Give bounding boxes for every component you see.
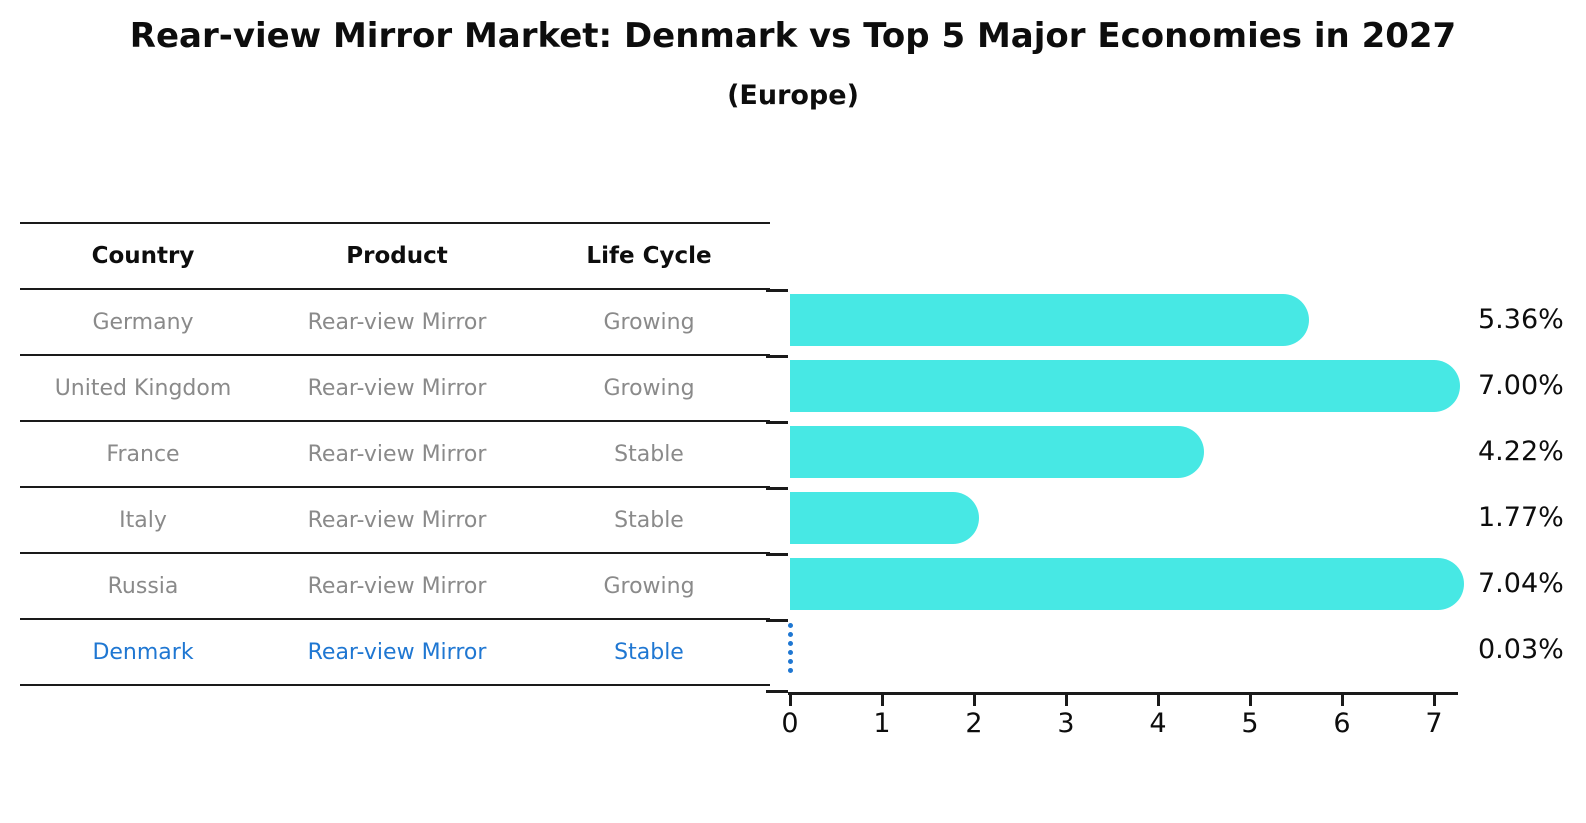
x-axis-line (788, 692, 1458, 695)
cell-life-cycle: Stable (614, 441, 684, 467)
y-axis-tick (766, 289, 788, 292)
y-axis-tick (766, 619, 788, 622)
column-header-product: Product (346, 243, 448, 269)
value-label: 0.03% (1478, 634, 1564, 665)
x-axis-tick-label: 7 (1425, 708, 1443, 739)
cell-product: Rear-view Mirror (307, 573, 487, 599)
bar-denmark-dotted-marker (788, 623, 793, 673)
table-row-russia: Russia Rear-view Mirror Growing (20, 554, 770, 620)
y-axis-tick (766, 421, 788, 424)
value-label: 7.00% (1478, 370, 1564, 401)
cell-product: Rear-view Mirror (307, 639, 487, 665)
cell-country: Germany (92, 309, 194, 335)
bar-france (790, 426, 1205, 478)
table-header-row: Country Product Life Cycle (20, 224, 770, 290)
x-axis-tick (973, 695, 976, 706)
column-header-life-cycle: Life Cycle (586, 243, 712, 269)
cell-product: Rear-view Mirror (307, 441, 487, 467)
y-axis-tick (766, 690, 788, 693)
cell-product: Rear-view Mirror (307, 507, 487, 533)
bar-russia (790, 558, 1464, 610)
cell-life-cycle: Growing (603, 573, 695, 599)
cell-life-cycle: Stable (614, 507, 684, 533)
page-title: Rear-view Mirror Market: Denmark vs Top … (129, 16, 1457, 56)
bar-germany (790, 294, 1310, 346)
x-axis-tick-label: 1 (873, 708, 891, 739)
x-axis-tick (1341, 695, 1344, 706)
cell-life-cycle: Stable (614, 639, 684, 665)
table-row-italy: Italy Rear-view Mirror Stable (20, 488, 770, 554)
x-axis-tick-label: 4 (1149, 708, 1167, 739)
x-axis-tick (1433, 695, 1436, 706)
value-label: 7.04% (1478, 568, 1564, 599)
cell-life-cycle: Growing (603, 375, 695, 401)
cell-country: France (106, 441, 180, 467)
x-axis-tick-label: 6 (1333, 708, 1351, 739)
table-row-france: France Rear-view Mirror Stable (20, 422, 770, 488)
x-axis-tick-label: 3 (1057, 708, 1075, 739)
table-row-denmark: Denmark Rear-view Mirror Stable (20, 620, 770, 686)
cell-country: Denmark (92, 639, 194, 665)
x-axis-tick-label: 2 (965, 708, 983, 739)
page-subtitle: (Europe) (727, 80, 859, 111)
cell-product: Rear-view Mirror (307, 309, 487, 335)
table-row-germany: Germany Rear-view Mirror Growing (20, 290, 770, 356)
x-axis-tick-label: 5 (1241, 708, 1259, 739)
y-axis-tick (766, 355, 788, 358)
cell-product: Rear-view Mirror (307, 375, 487, 401)
value-label: 1.77% (1478, 502, 1564, 533)
cell-country: United Kingdom (54, 375, 232, 401)
x-axis-tick (1249, 695, 1252, 706)
column-header-country: Country (91, 243, 195, 269)
cell-country: Russia (107, 573, 179, 599)
country-table: Country Product Life Cycle Germany Rear-… (20, 222, 770, 686)
value-label: 4.22% (1478, 436, 1564, 467)
x-axis-tick (1065, 695, 1068, 706)
y-axis-tick (766, 487, 788, 490)
bar-united-kingdom (790, 360, 1460, 412)
bar-italy (790, 492, 979, 544)
cell-life-cycle: Growing (603, 309, 695, 335)
x-axis-tick (1157, 695, 1160, 706)
cell-country: Italy (119, 507, 167, 533)
value-label: 5.36% (1478, 304, 1564, 335)
x-axis-tick (789, 695, 792, 706)
x-axis-tick-label: 0 (781, 708, 799, 739)
x-axis-tick (881, 695, 884, 706)
y-axis-tick (766, 553, 788, 556)
table-row-united-kingdom: United Kingdom Rear-view Mirror Growing (20, 356, 770, 422)
